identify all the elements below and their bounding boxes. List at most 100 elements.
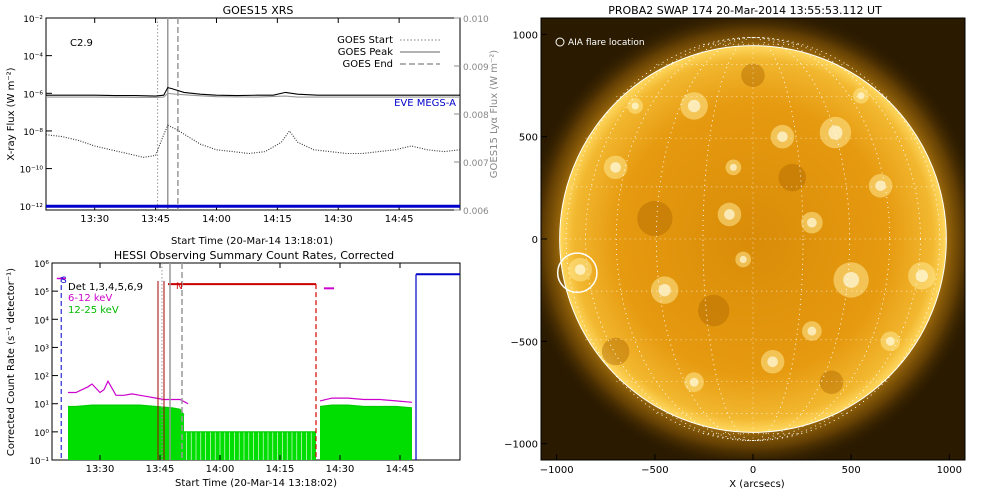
flare-location-marker bbox=[556, 252, 598, 294]
active-region-core bbox=[885, 336, 895, 346]
flag-n: N bbox=[176, 282, 183, 292]
legend-detectors: Det 1,3,4,5,6,9 bbox=[68, 282, 143, 293]
hessi-y-tick-label: 10² bbox=[34, 373, 49, 383]
legend-12-25-kev: 12-25 keV bbox=[68, 305, 119, 316]
hessi-x-tick-label: 13:45 bbox=[146, 464, 175, 475]
swap-x-tick-label: 500 bbox=[842, 465, 861, 476]
hessi-y-tick-label: 10⁵ bbox=[34, 288, 49, 298]
hessi-series-line-3 bbox=[319, 397, 413, 403]
legend-6-12-kev: 6-12 keV bbox=[68, 293, 112, 304]
goes-y-tick-label: 10⁻⁴ bbox=[23, 53, 43, 63]
dark-region bbox=[698, 294, 730, 327]
hessi-y-tick-label: 10¹ bbox=[34, 401, 49, 411]
goes-x-tick-label: 14:30 bbox=[324, 214, 353, 225]
goes-legend: GOES Start GOES Peak GOES End bbox=[337, 35, 440, 70]
hessi-x-tick-label: 14:45 bbox=[386, 464, 415, 475]
goes-y-tick-label: 10⁻⁶ bbox=[23, 90, 43, 100]
hessi-x-tick-label: 14:30 bbox=[326, 464, 355, 475]
active-region-core bbox=[875, 180, 886, 192]
dark-region bbox=[819, 370, 844, 395]
active-region-core bbox=[687, 99, 701, 113]
hessi-series bbox=[56, 263, 460, 460]
hessi-x-tick-label: 14:00 bbox=[206, 464, 235, 475]
swap-x-tick-label: −500 bbox=[641, 465, 668, 476]
goes-x-tick-label: 13:30 bbox=[80, 214, 109, 225]
hessi-y-tick-label: 10⁰ bbox=[34, 429, 49, 439]
swap-x-tick-label: 0 bbox=[750, 465, 756, 476]
swap-y-tick-label: 0 bbox=[532, 235, 538, 246]
goes-series-line-1 bbox=[46, 92, 460, 98]
goes-flare-class: C2.9 bbox=[70, 38, 93, 49]
hessi-fill-12-25-attenuated bbox=[184, 431, 316, 460]
active-region-core bbox=[807, 326, 817, 336]
hessi-series-line-0 bbox=[68, 379, 189, 405]
goes-x-label: Start Time (20-Mar-14 13:18:01) bbox=[171, 236, 333, 247]
goes-y-tick-label: 10⁻² bbox=[23, 15, 43, 25]
swap-y-axis: 1000 500 0 −500 −1000 bbox=[504, 30, 547, 451]
heliographic-grid bbox=[559, 37, 947, 441]
hessi-fill-12-25-pre bbox=[68, 405, 184, 460]
hessi-y-tick-label: 10⁻¹ bbox=[29, 457, 49, 467]
active-region-core bbox=[843, 271, 860, 288]
dark-region bbox=[741, 63, 765, 88]
goes-y2-tick-label: 0.010 bbox=[463, 15, 489, 25]
goes-x-tick-label: 13:45 bbox=[141, 214, 170, 225]
dark-region bbox=[778, 163, 807, 192]
swap-x-tick-label: −1000 bbox=[540, 465, 574, 476]
goes-panel: GOES15 XRS 13:30 13:45 14:00 14:15 14:30 14:4… bbox=[6, 4, 500, 247]
swap-title: PROBA2 SWAP 174 20-Mar-2014 13:55:53.112… bbox=[608, 4, 882, 17]
hessi-y-tick-label: 10⁶ bbox=[34, 260, 49, 270]
eve-megs-a-label: EVE MEGS-A bbox=[394, 98, 456, 109]
active-region-core bbox=[767, 356, 778, 368]
hessi-x-label: Start Time (20-Mar-14 13:18:02) bbox=[175, 478, 337, 489]
legend-goes-peak: GOES Peak bbox=[338, 47, 393, 58]
active-region-core bbox=[807, 217, 817, 228]
goes-y2-tick-label: 0.006 bbox=[463, 207, 489, 217]
active-region-core bbox=[729, 163, 737, 171]
active-region-core bbox=[857, 92, 865, 100]
goes-y-label: X-ray Flux (W m⁻²) bbox=[6, 67, 17, 160]
goes-series bbox=[45, 18, 461, 210]
dark-region bbox=[601, 337, 630, 366]
hessi-x-axis: 13:30 13:45 14:00 14:15 14:30 14:45 bbox=[86, 263, 415, 475]
hessi-legend: Det 1,3,4,5,6,9 6-12 keV 12-25 keV bbox=[68, 282, 143, 316]
goes-x-tick-label: 14:15 bbox=[263, 214, 292, 225]
goes-y-tick-label: 10⁻¹² bbox=[20, 203, 44, 213]
hessi-series-line-4 bbox=[319, 404, 413, 409]
hessi-fills bbox=[68, 405, 412, 460]
goes-x-tick-label: 14:00 bbox=[202, 214, 231, 225]
goes-y-axis: 10⁻² 10⁻⁴ 10⁻⁶ 10⁻⁸ 10⁻¹⁰ 10⁻¹² bbox=[20, 15, 52, 213]
goes-y-tick-label: 10⁻⁸ bbox=[23, 128, 43, 138]
hessi-y-axis: 10⁶ 10⁵ 10⁴ 10³ 10² 10¹ 10⁰ 10⁻¹ bbox=[29, 260, 58, 467]
goes-series-line-0 bbox=[46, 86, 460, 97]
active-region-core bbox=[658, 283, 671, 297]
swap-x-tick-label: 1000 bbox=[937, 465, 962, 476]
active-region-core bbox=[777, 131, 788, 142]
swap-panel: PROBA2 SWAP 174 20-Mar-2014 13:55:53.112… bbox=[504, 4, 966, 490]
hessi-y-tick-label: 10³ bbox=[34, 344, 49, 354]
flag-s: S bbox=[61, 276, 67, 286]
active-region-core bbox=[574, 264, 586, 275]
goes-x-tick-label: 14:45 bbox=[385, 214, 414, 225]
legend-goes-start: GOES Start bbox=[337, 35, 393, 46]
swap-x-axis: −1000 −500 0 500 1000 bbox=[540, 454, 962, 476]
hessi-y-tick-label: 10⁴ bbox=[34, 316, 49, 326]
active-region-core bbox=[739, 255, 747, 263]
flare-legend-label: AIA flare location bbox=[568, 38, 645, 48]
active-region-core bbox=[631, 102, 639, 110]
goes-series-line-2 bbox=[45, 124, 461, 158]
goes-title: GOES15 XRS bbox=[223, 4, 294, 17]
goes-y-tick-label: 10⁻¹⁰ bbox=[20, 166, 44, 176]
flare-legend-circle bbox=[555, 37, 565, 47]
goes-y2-tick-label: 0.008 bbox=[463, 111, 489, 121]
hessi-title: HESSI Observing Summary Count Rates, Cor… bbox=[114, 249, 394, 262]
goes-y2-tick-label: 0.007 bbox=[463, 159, 489, 169]
goes-y2-tick-label: 0.009 bbox=[463, 63, 489, 73]
solar-limb bbox=[559, 45, 947, 433]
legend-goes-end: GOES End bbox=[343, 59, 393, 70]
hessi-y-label: Corrected Count Rate (s⁻¹ detector⁻¹) bbox=[6, 268, 17, 456]
hessi-x-tick-label: 14:15 bbox=[266, 464, 295, 475]
active-region-core bbox=[915, 269, 928, 283]
hessi-x-tick-label: 13:30 bbox=[86, 464, 115, 475]
